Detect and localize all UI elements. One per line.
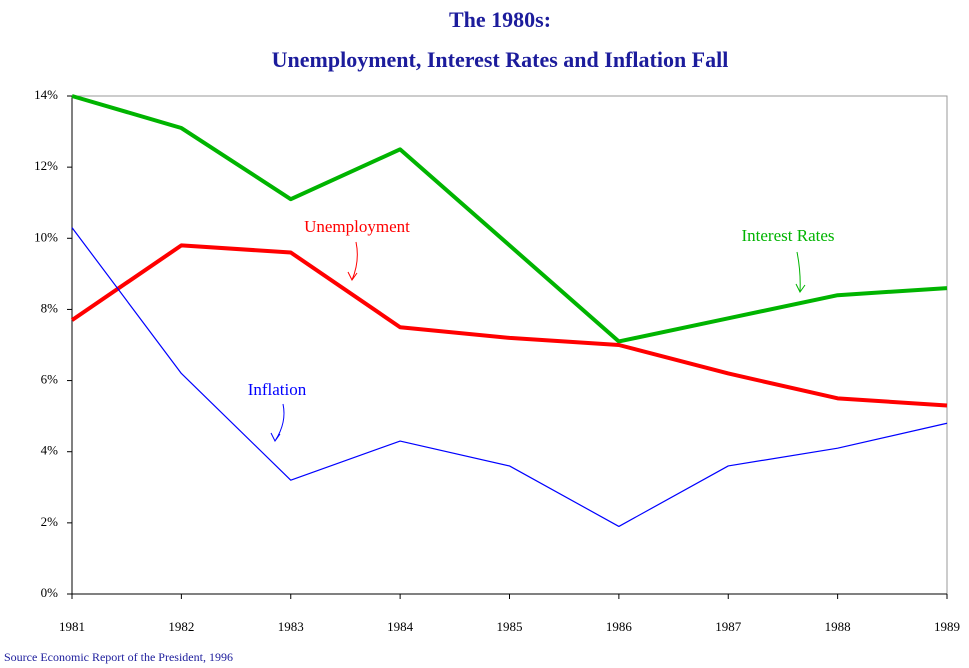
chart-subtitle: Unemployment, Interest Rates and Inflati… (272, 47, 729, 72)
series-line (71, 227, 948, 528)
series-line (70, 243, 948, 408)
x-tick-label: 1986 (606, 619, 633, 634)
source-note: Source Economic Report of the President,… (4, 650, 233, 664)
y-tick-label: 14% (34, 87, 58, 102)
series-line (71, 94, 948, 344)
x-tick-label: 1985 (497, 619, 523, 634)
label-arrow (795, 251, 806, 293)
y-tick-label: 2% (41, 514, 59, 529)
label-arrow (347, 241, 358, 281)
plot-frame (71, 95, 948, 595)
x-tick-label: 1988 (825, 619, 851, 634)
y-tick-label: 8% (41, 300, 59, 315)
series-label: Interest Rates (742, 226, 835, 245)
y-tick-label: 4% (41, 443, 59, 458)
series-label: Unemployment (304, 217, 410, 236)
chart-title: The 1980s: (449, 7, 551, 32)
y-tick-label: 0% (41, 585, 59, 600)
x-tick-label: 1981 (59, 619, 85, 634)
x-tick-label: 1989 (934, 619, 960, 634)
y-tick-label: 12% (34, 158, 58, 173)
x-tick-label: 1983 (278, 619, 304, 634)
x-tick-label: 1987 (715, 619, 742, 634)
label-arrow (270, 403, 285, 442)
y-tick-label: 6% (41, 372, 59, 387)
y-tick-label: 10% (34, 229, 58, 244)
x-tick-label: 1984 (387, 619, 414, 634)
series-label: Inflation (248, 380, 307, 399)
x-tick-label: 1982 (168, 619, 194, 634)
